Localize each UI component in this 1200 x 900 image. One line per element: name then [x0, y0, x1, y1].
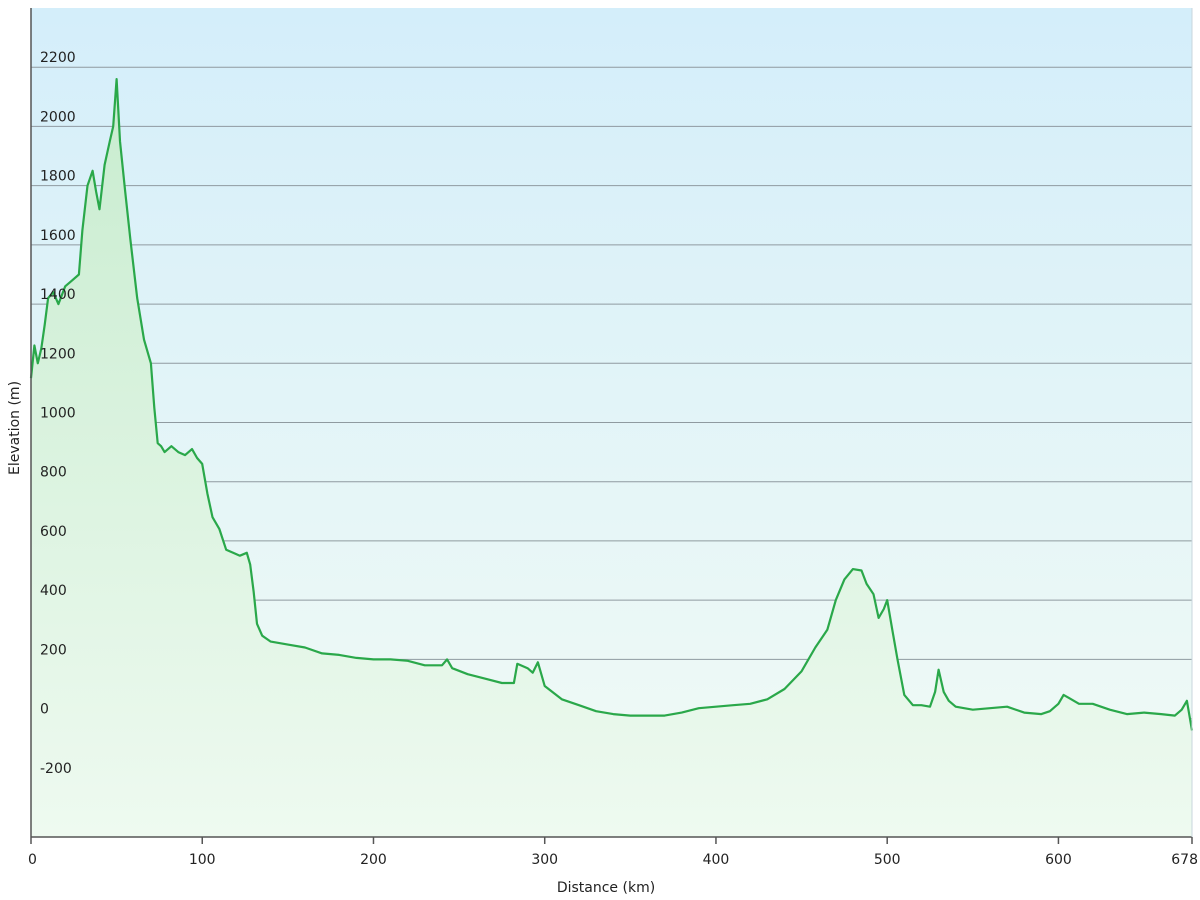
- x-tick-label: 400: [703, 852, 730, 868]
- y-tick-label: 1200: [40, 346, 76, 362]
- x-tick-label: 300: [531, 852, 558, 868]
- x-axis-ticks: 0 100 200 300 400 500 600 678: [28, 837, 1198, 868]
- y-tick-label: 1400: [40, 287, 76, 303]
- y-tick-label: 0: [40, 702, 49, 718]
- y-tick-label: 1800: [40, 169, 76, 185]
- x-tick-label: 600: [1045, 852, 1072, 868]
- x-tick-label: 200: [360, 852, 387, 868]
- y-tick-label: 2200: [40, 50, 76, 66]
- y-tick-label: 200: [40, 642, 67, 658]
- y-axis-title: Elevation (m): [7, 381, 23, 475]
- y-tick-label: 1000: [40, 406, 76, 422]
- x-tick-label: 678: [1171, 852, 1198, 868]
- elevation-area-fill: [31, 79, 1192, 838]
- elevation-line: [29, 78, 1194, 731]
- y-tick-label: 2000: [40, 109, 76, 125]
- y-tick-label: 1600: [40, 228, 76, 244]
- y-tick-label: 800: [40, 465, 67, 481]
- x-tick-label: 500: [874, 852, 901, 868]
- x-tick-label: 100: [189, 852, 216, 868]
- y-axis-ticks: -200 0 200 400 600 800 1000 1200 1400 1600 1800 200…: [40, 50, 76, 777]
- y-tick-label: 400: [40, 583, 67, 599]
- x-tick-label: 0: [28, 852, 37, 868]
- x-axis-title: Distance (km): [557, 880, 655, 896]
- y-tick-label: -200: [40, 761, 72, 777]
- y-tick-label: 600: [40, 524, 67, 540]
